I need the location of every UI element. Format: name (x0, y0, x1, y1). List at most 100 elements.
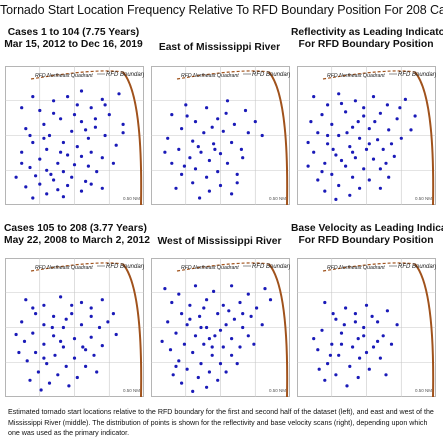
data-point (188, 317, 192, 321)
data-point (344, 306, 348, 310)
data-point (216, 117, 220, 121)
data-point (92, 353, 96, 357)
data-point (387, 175, 391, 179)
data-point (59, 339, 63, 343)
data-point (323, 300, 327, 305)
data-point (210, 345, 214, 349)
data-point (61, 170, 65, 174)
data-point (106, 320, 110, 324)
data-point (221, 129, 225, 133)
data-point (166, 320, 170, 324)
scatter-plot-svg: RFD Northeast Quadrant RFD Boundary 0.50 N… (151, 258, 290, 397)
data-point (413, 114, 417, 118)
scatter-panel-4: RFD Northeast Quadrant RFD Boundary 0.50 N… (5, 258, 144, 397)
data-point (205, 298, 209, 302)
boundary-label: RFD Boundary (398, 264, 436, 270)
data-point (199, 362, 203, 366)
scatter-plot-svg: RFD Northeast Quadrant RFD Boundary 0.50 N… (5, 258, 144, 397)
data-point (351, 345, 355, 349)
data-point (184, 103, 188, 107)
data-point (107, 113, 111, 117)
boundary-label: RFD Boundary (252, 72, 290, 78)
data-point (50, 325, 54, 330)
data-point (42, 136, 46, 140)
panel-3-heading: Reflectivity as Leading Indicator For RF… (291, 27, 443, 51)
data-point (326, 362, 330, 366)
data-point (224, 111, 228, 115)
data-point (216, 378, 220, 382)
data-point (351, 150, 355, 154)
data-point (17, 350, 21, 355)
rfd-boundary-dashed-arc (30, 262, 124, 272)
data-point (20, 161, 24, 165)
data-point (358, 186, 362, 190)
data-point (103, 133, 107, 138)
data-point (337, 92, 341, 96)
data-point (356, 337, 360, 341)
figure-caption: Estimated tornado start locations relati… (8, 408, 434, 437)
data-point (358, 136, 362, 140)
data-point (395, 323, 399, 327)
data-point (100, 344, 104, 348)
panel-4-heading-line-2: May 22, 2008 to March 2, 2012 (4, 235, 150, 246)
quadrant-label: RFD Northeast Quadrant (35, 265, 93, 271)
data-point (202, 131, 206, 135)
data-point (367, 127, 371, 131)
data-point (246, 131, 250, 135)
data-point (345, 384, 349, 388)
data-point (227, 309, 231, 313)
data-point (330, 122, 334, 126)
data-point (84, 128, 88, 132)
data-point (36, 370, 40, 374)
data-point (52, 178, 56, 182)
data-point (316, 178, 320, 182)
data-point (339, 331, 344, 335)
data-point (364, 350, 369, 355)
data-point (171, 373, 175, 377)
data-point (191, 181, 195, 185)
data-point (28, 165, 32, 170)
rfd-boundary-dashed-arc (322, 70, 416, 80)
data-point (232, 317, 236, 321)
data-point (376, 320, 380, 324)
data-point (42, 122, 46, 126)
rfd-boundary-arc (268, 263, 289, 397)
data-point (339, 101, 344, 106)
data-point (353, 320, 357, 324)
data-point (230, 284, 234, 288)
data-point (163, 287, 167, 291)
data-point (348, 145, 352, 149)
data-point (342, 323, 346, 327)
data-point (97, 325, 102, 330)
data-point (100, 97, 104, 101)
data-point (24, 298, 28, 302)
data-point (180, 381, 184, 385)
data-point (323, 189, 327, 193)
data-point (31, 306, 35, 310)
boundary-label: RFD Boundary (252, 264, 290, 270)
data-point (79, 120, 84, 124)
rfd-boundary-dashed-arc (322, 262, 416, 272)
data-point (95, 170, 99, 174)
data-point (241, 312, 245, 316)
data-point (320, 328, 324, 332)
data-point (79, 300, 84, 305)
data-point (59, 150, 63, 154)
data-point (364, 147, 369, 151)
data-point (42, 323, 46, 327)
data-point (177, 292, 181, 296)
data-point (230, 337, 234, 341)
scale-label: 0.50 NM (123, 196, 140, 201)
data-point (260, 133, 264, 138)
data-point (263, 287, 267, 291)
scale-label: 0.50 NM (415, 196, 432, 201)
data-point (56, 161, 60, 165)
data-point (207, 337, 211, 341)
data-point (253, 120, 257, 124)
panel-1-heading-line-1: Cases 1 to 104 (7.75 Years) (7, 27, 140, 38)
data-point (177, 359, 181, 363)
data-point (61, 345, 65, 349)
data-point (114, 143, 118, 147)
data-point (70, 303, 74, 307)
data-point (312, 150, 316, 154)
